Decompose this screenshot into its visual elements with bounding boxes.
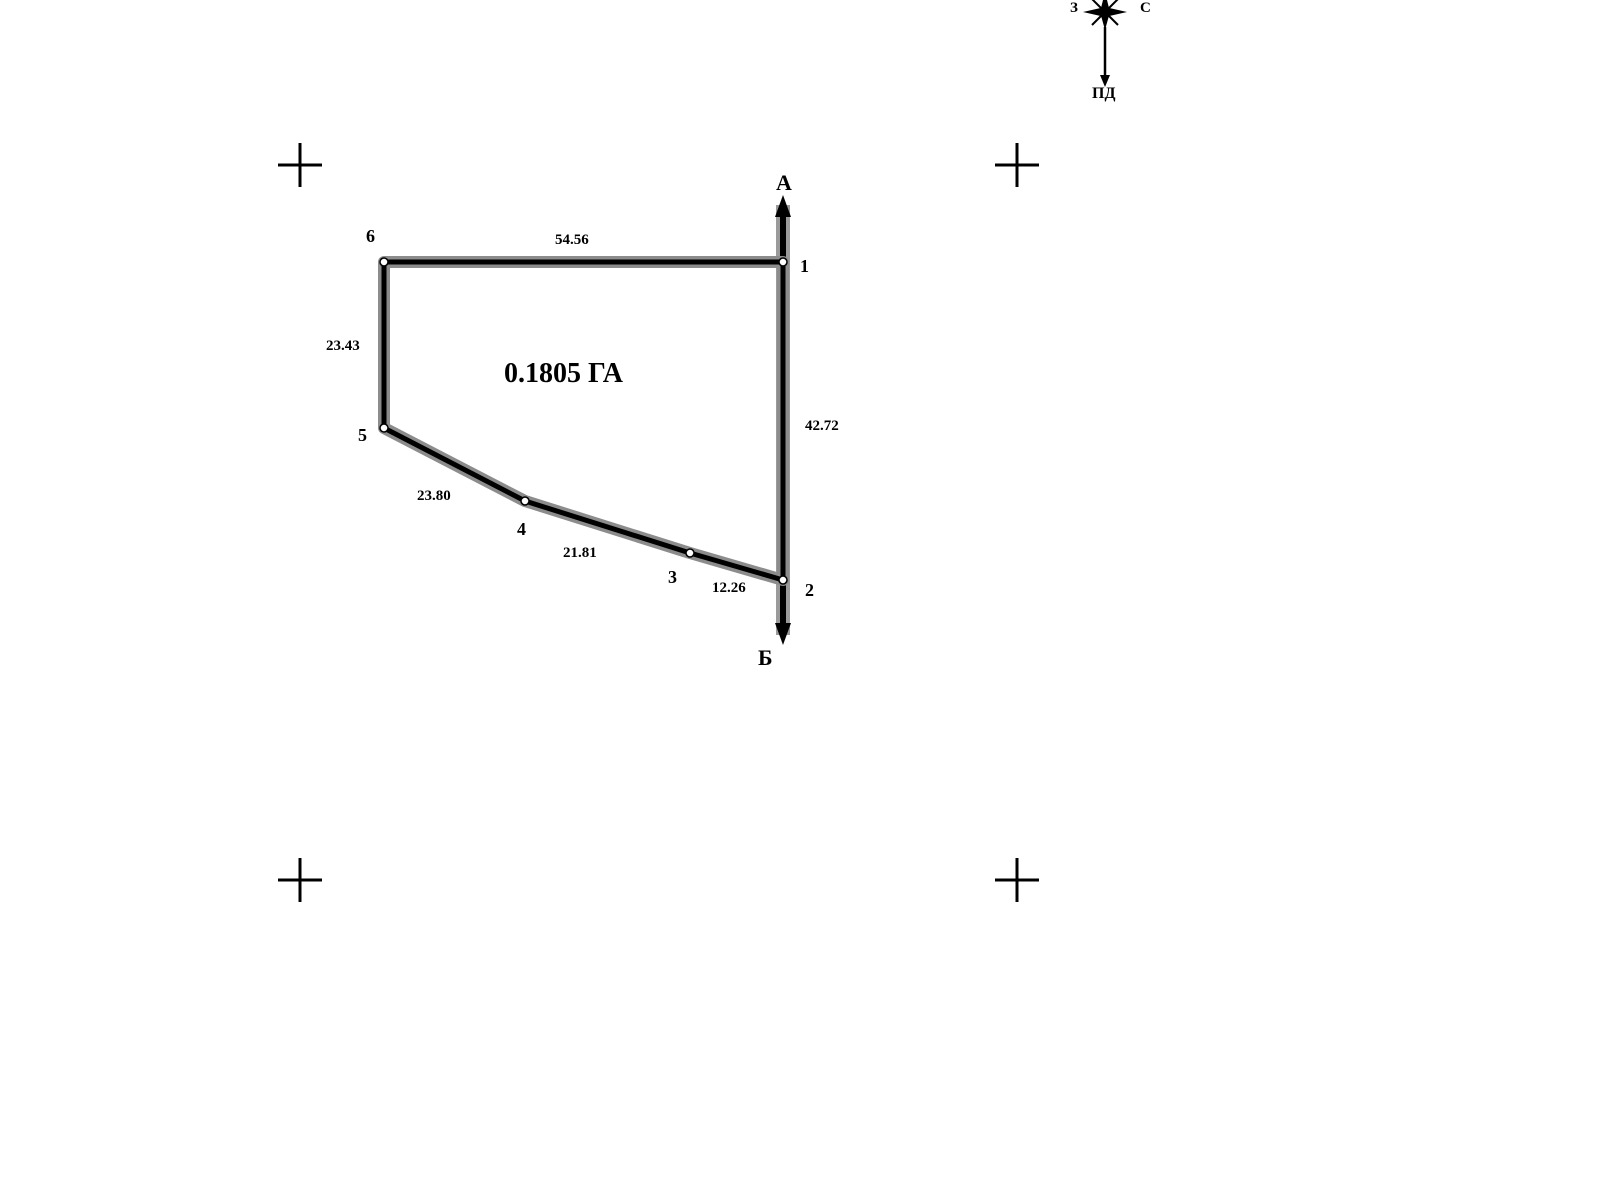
vertex-marker	[380, 258, 388, 266]
compass-label-right: С	[1140, 0, 1151, 17]
plot-boundary-halo	[384, 262, 783, 580]
edge-label-1-2: 42.72	[805, 418, 839, 435]
vertex-label-2: 2	[805, 580, 814, 601]
edge-label-4-5: 23.80	[417, 488, 451, 505]
edge-label-3-4: 21.81	[563, 545, 597, 562]
vertex-label-5: 5	[358, 425, 367, 446]
edge-label-5-6: 23.43	[326, 338, 360, 355]
plot-boundary	[384, 262, 783, 580]
vertex-label-4: 4	[517, 519, 526, 540]
vertex-label-6: 6	[366, 226, 375, 247]
plot-drawing	[0, 0, 1600, 1200]
compass-label-bottom: ПД	[1092, 85, 1115, 103]
vertex-marker	[686, 549, 694, 557]
vertex-label-3: 3	[668, 567, 677, 588]
vertex-label-1: 1	[800, 256, 809, 277]
edge-label-2-3: 12.26	[712, 580, 746, 597]
area-label: 0.1805 ГА	[504, 358, 623, 390]
ref-line-label-top: А	[776, 170, 792, 196]
compass-label-left: З	[1070, 0, 1078, 17]
ref-line-label-bottom: Б	[758, 645, 773, 671]
vertex-marker	[521, 497, 529, 505]
vertex-marker	[779, 258, 787, 266]
edge-label-6-1: 54.56	[555, 232, 589, 249]
vertex-marker	[779, 576, 787, 584]
vertex-marker	[380, 424, 388, 432]
